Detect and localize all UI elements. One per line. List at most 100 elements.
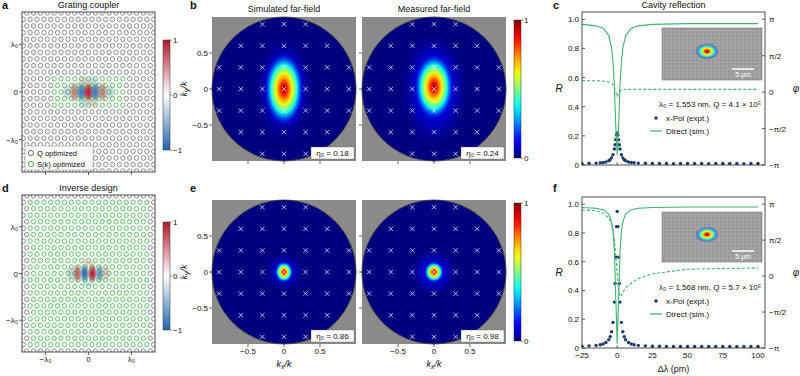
data-point — [644, 344, 647, 347]
hole — [134, 116, 138, 121]
y-tick-label: 0.2 — [568, 315, 580, 324]
hole — [73, 323, 77, 328]
hole — [66, 297, 70, 302]
hole — [28, 30, 32, 35]
y-tick-label: 0.6 — [568, 258, 580, 267]
hole — [152, 342, 155, 347]
hole — [138, 265, 142, 270]
k-marker — [239, 291, 243, 295]
y-tick — [359, 125, 362, 126]
hole — [59, 349, 63, 352]
hole — [128, 90, 132, 95]
hole — [69, 30, 73, 35]
annotation-box — [461, 330, 504, 342]
y-tick-label: 0.8 — [568, 229, 580, 238]
y2-axis-label: φ — [793, 267, 800, 278]
hole — [86, 310, 90, 315]
hole — [76, 43, 80, 48]
hole — [83, 316, 87, 321]
series-line — [582, 207, 758, 344]
hole — [69, 109, 73, 114]
k-marker — [432, 291, 436, 295]
hole — [38, 24, 42, 29]
k-marker — [260, 87, 264, 91]
hole — [131, 162, 135, 167]
data-point — [700, 345, 703, 348]
hole — [35, 17, 39, 22]
data-point — [700, 162, 703, 165]
hole — [100, 142, 104, 147]
hole — [25, 24, 29, 29]
hole — [104, 70, 108, 75]
k-marker — [217, 108, 221, 112]
hole — [73, 76, 77, 81]
hole — [131, 17, 135, 22]
k-marker — [260, 335, 264, 339]
hole — [148, 156, 152, 161]
far-field-spot — [274, 260, 294, 283]
hole — [90, 329, 94, 334]
hole — [28, 57, 32, 62]
k-marker — [453, 65, 457, 69]
hole — [124, 278, 128, 283]
hole — [59, 116, 63, 121]
hole — [45, 323, 49, 328]
k-marker — [325, 44, 329, 48]
hole — [114, 103, 118, 108]
k-marker — [260, 248, 264, 252]
hole — [110, 96, 114, 101]
y2-tick-label: π — [769, 200, 775, 209]
plot-content — [362, 200, 506, 344]
hole — [66, 24, 70, 29]
data-point — [624, 338, 627, 341]
hole — [145, 17, 149, 22]
k-marker — [497, 291, 501, 295]
panel-letter: b — [190, 0, 197, 11]
hole — [114, 271, 118, 276]
hole — [45, 245, 49, 250]
hole — [76, 96, 80, 101]
hole — [134, 195, 138, 198]
far-field-spot — [262, 250, 305, 293]
text-part: /k — [283, 359, 292, 369]
y2-tick-label: 0 — [769, 88, 774, 97]
hole — [107, 63, 111, 68]
panel-title: Grating coupler — [58, 0, 120, 10]
k-marker — [410, 205, 414, 209]
hole — [104, 329, 108, 334]
panel-letter: a — [2, 0, 9, 11]
hole — [42, 57, 46, 62]
hole — [145, 200, 149, 205]
hole — [100, 63, 104, 68]
k-marker — [367, 248, 371, 252]
hole — [59, 323, 63, 328]
hole — [110, 291, 114, 296]
hole — [59, 12, 63, 15]
hole — [128, 232, 132, 237]
hole — [52, 245, 56, 250]
hole — [62, 200, 66, 205]
hole — [110, 70, 114, 75]
hole — [66, 336, 70, 341]
hole — [134, 156, 138, 161]
hole — [100, 284, 104, 289]
k-marker — [303, 248, 307, 252]
hole — [62, 278, 66, 283]
hole — [52, 310, 56, 315]
hole — [55, 83, 59, 88]
hole — [124, 123, 128, 128]
hole — [28, 316, 32, 321]
hole — [110, 252, 114, 257]
hole — [100, 12, 104, 15]
hole — [25, 310, 29, 315]
hole — [28, 17, 32, 22]
hole — [138, 342, 142, 347]
hole — [90, 200, 94, 205]
hole — [97, 291, 101, 296]
hole — [114, 63, 118, 68]
hole — [145, 57, 149, 62]
y-tick-label: 0.5 — [197, 232, 209, 241]
hole — [22, 252, 25, 257]
hole — [114, 219, 118, 224]
hole — [73, 206, 77, 211]
